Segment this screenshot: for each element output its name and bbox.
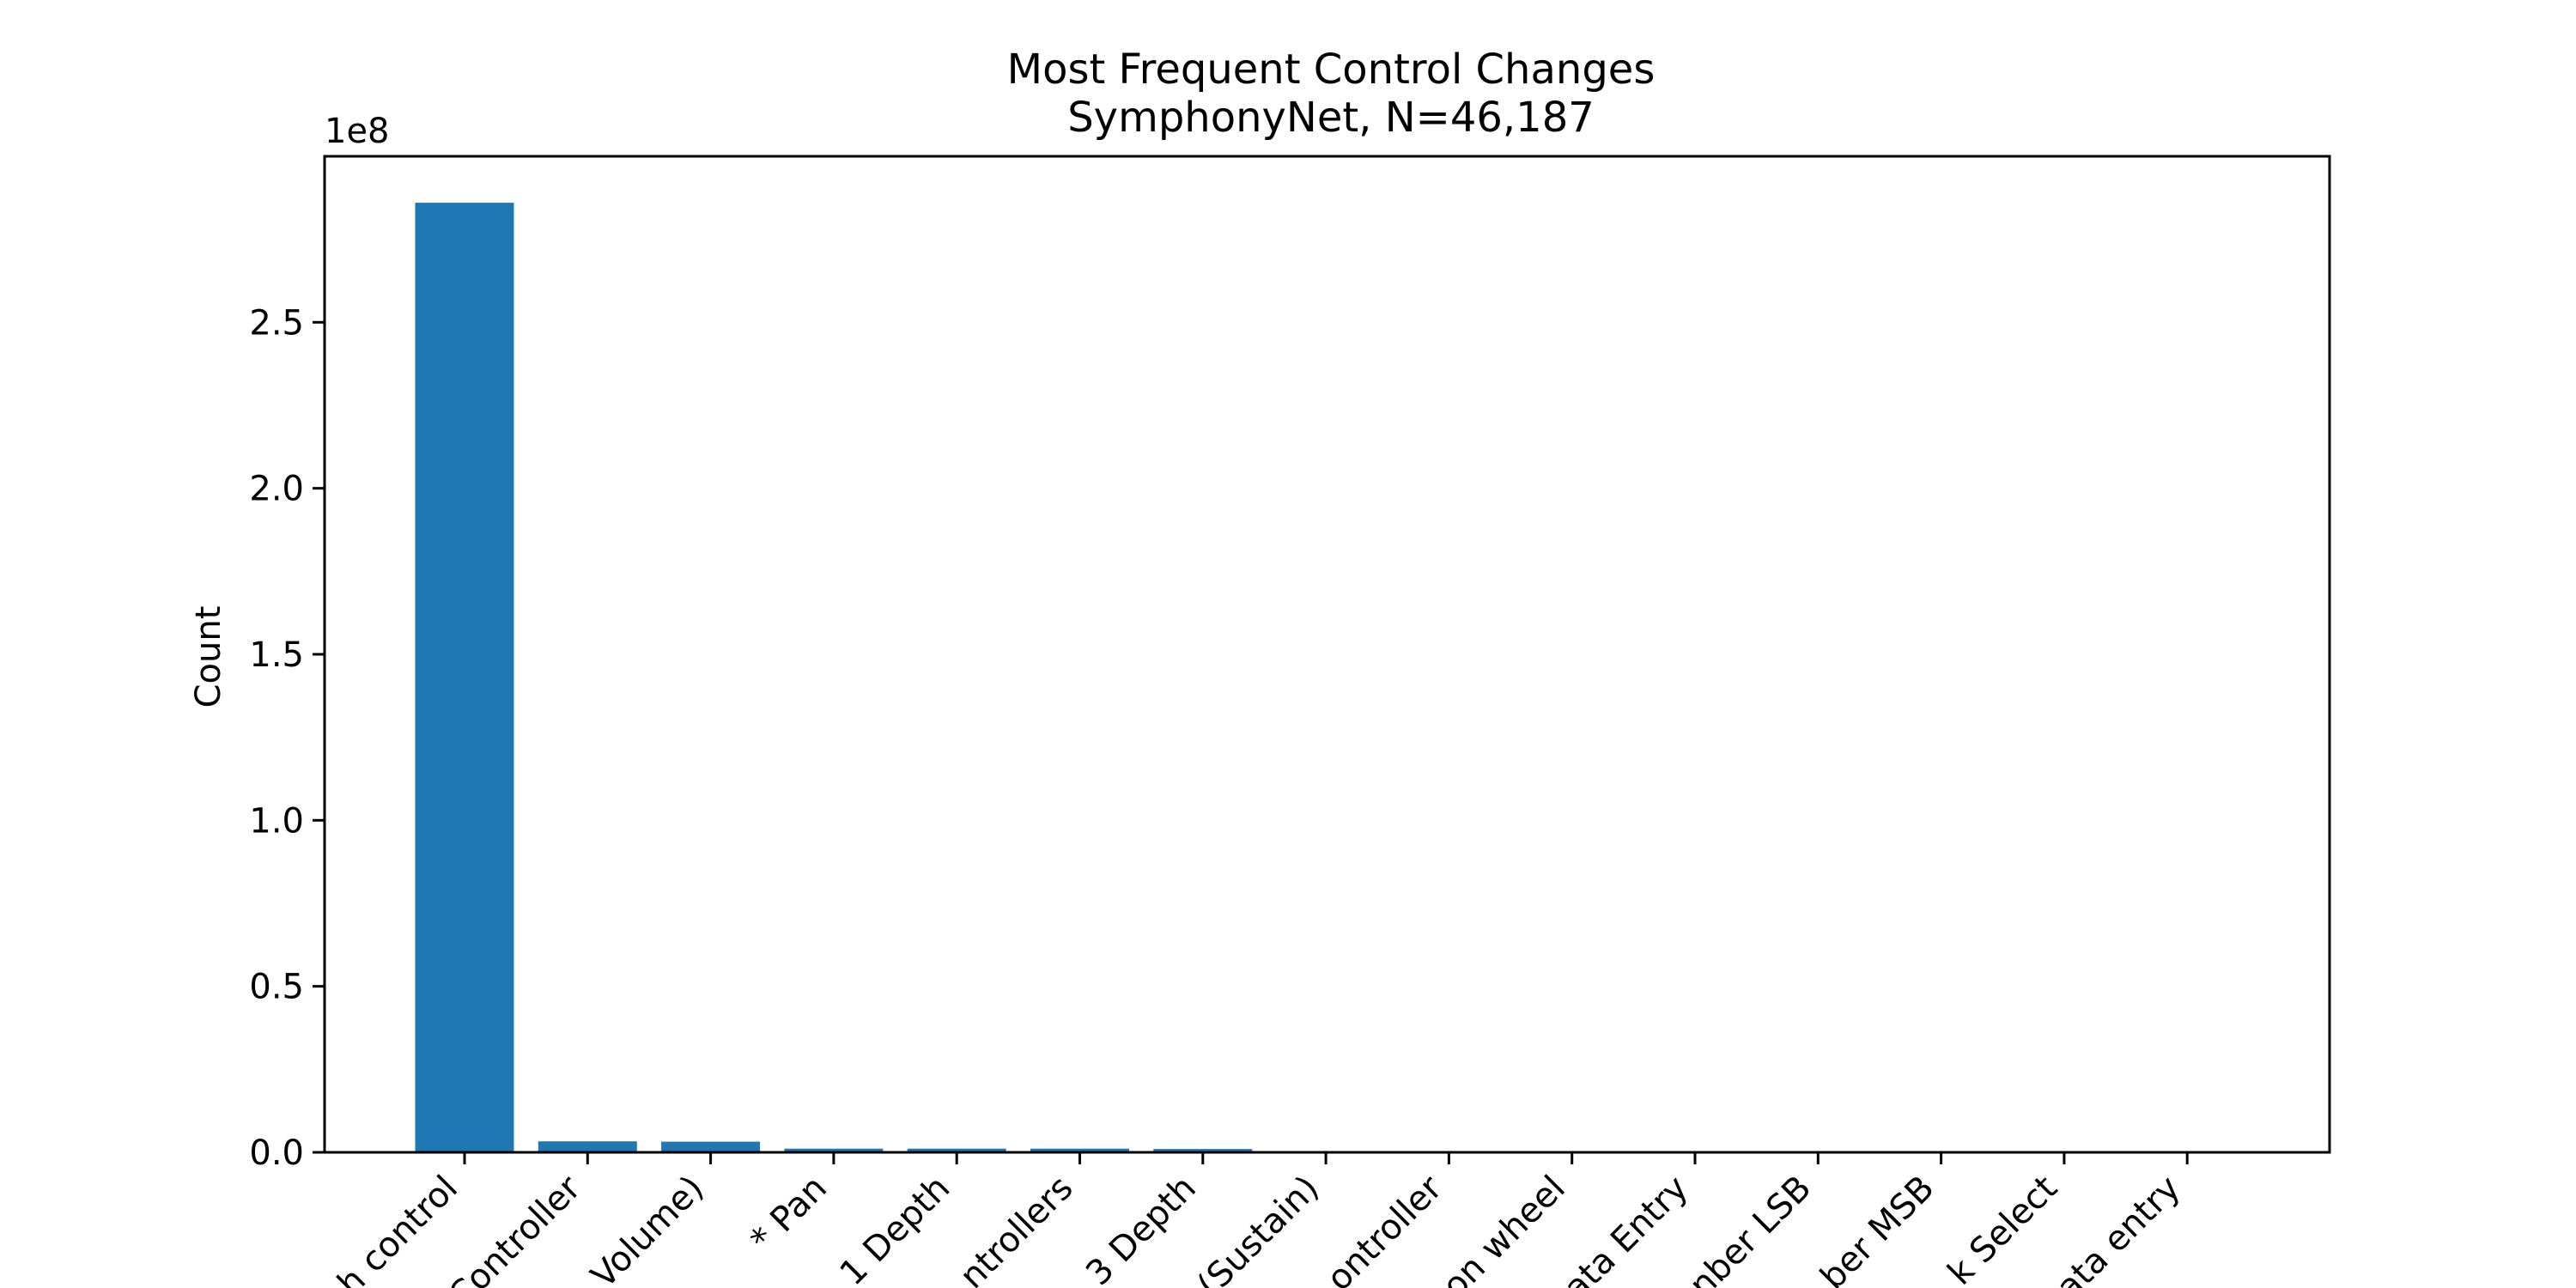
bars-group [415, 203, 2237, 1153]
chart-title: Most Frequent Control Changes [1007, 46, 1656, 94]
y-tick-label: 0.0 [249, 1133, 304, 1173]
x-tick-label: Volume) [584, 1169, 712, 1288]
x-tick-label: ata Entry [1557, 1169, 1697, 1288]
bar [538, 1141, 637, 1152]
bar [415, 203, 514, 1153]
x-tick-label: 3 Depth [1078, 1169, 1204, 1288]
x-tick-label: h control [331, 1169, 465, 1288]
y-tick-label: 1.0 [249, 801, 304, 841]
x-tick-label: * Pan [743, 1169, 835, 1261]
x-tick-label: ontroller [1320, 1168, 1450, 1288]
y-axis-ticks: 0.0 0.5 1.0 1.5 2.0 2.5 [249, 303, 325, 1173]
x-tick-label: ata entry [2049, 1169, 2188, 1288]
y-offset-label: 1e8 [325, 112, 390, 151]
x-tick-label: ntrollers [952, 1169, 1080, 1288]
y-tick-label: 1.5 [249, 635, 304, 675]
plot-frame [323, 155, 2331, 1154]
y-tick-label: 0.5 [249, 968, 304, 1007]
bar [907, 1148, 1006, 1152]
x-tick-label: 1 Depth [833, 1169, 958, 1288]
bar [784, 1148, 884, 1152]
bar [661, 1141, 761, 1152]
y-axis-label: Count [189, 606, 228, 708]
y-tick-label: 2.5 [249, 303, 304, 343]
chart-subtitle: SymphonyNet, N=46,187 [1067, 94, 1595, 142]
x-tick-label: on wheel [1435, 1169, 1572, 1288]
x-tick-label: Controller [441, 1168, 589, 1288]
y-tick-label: 2.0 [249, 470, 304, 509]
x-tick-label: (Sustain) [1190, 1169, 1327, 1288]
x-tick-label: k Select [1941, 1169, 2065, 1288]
bar [1030, 1148, 1129, 1152]
x-tick-label: nber LSB [1682, 1169, 1820, 1288]
bar [1153, 1149, 1253, 1152]
x-tick-label: ber MSB [1813, 1169, 1941, 1288]
